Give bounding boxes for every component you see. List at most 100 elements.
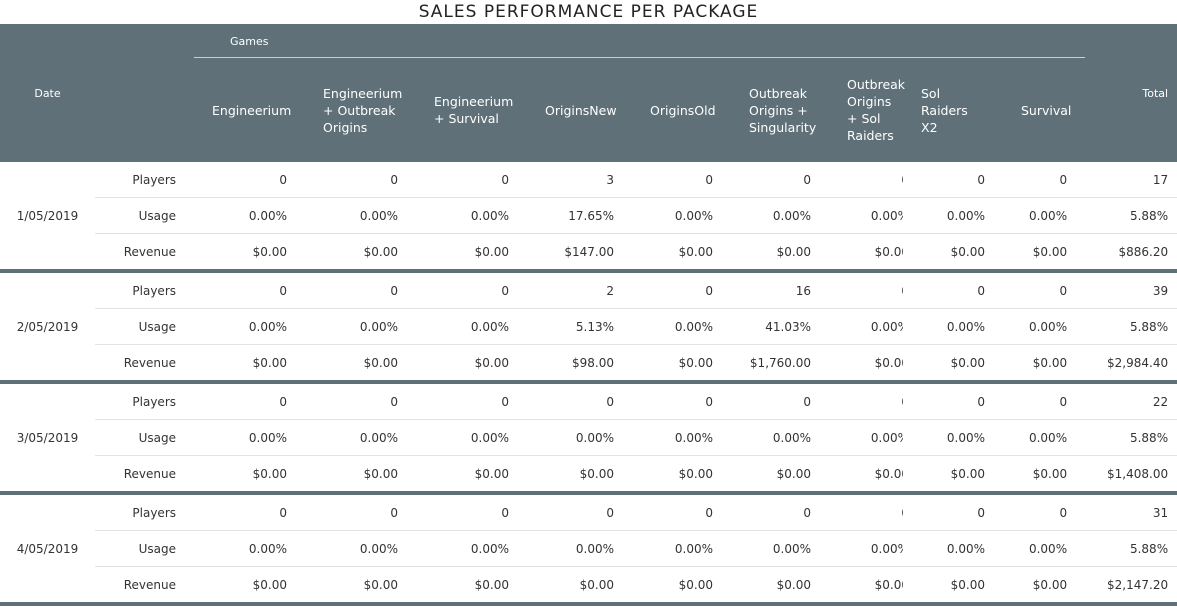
value-text: 0 <box>829 395 903 409</box>
column-header: Outbreak Origins + Sol Raiders <box>829 58 905 162</box>
value-cell: 0.00% <box>903 419 1003 456</box>
value-cell: 0.00% <box>632 197 731 234</box>
value-cell: 5.13% <box>527 308 632 345</box>
metric-header <box>95 24 194 162</box>
date-header: Date <box>0 24 95 162</box>
metric-row: 3/05/2019Players00000000022 <box>0 382 1177 495</box>
value-text: $0.00 <box>874 577 903 592</box>
value-cell: 0 <box>903 493 1003 531</box>
value-cell: 0 <box>305 271 416 309</box>
value-text: 0 <box>829 506 903 520</box>
value-cell: 0 <box>416 162 527 198</box>
value-cell: $0.00 <box>527 455 632 495</box>
value-cell: 0 <box>194 493 305 531</box>
value-cell: $0.00 <box>829 344 903 384</box>
value-text: 0.00% <box>870 430 903 445</box>
value-cell: 0 <box>527 382 632 420</box>
total-cell: 5.88% <box>1085 530 1177 567</box>
value-cell: 0.00% <box>416 308 527 345</box>
date-cell: 4/05/2019 <box>0 493 95 606</box>
value-cell: $0.00 <box>632 344 731 384</box>
total-cell: 5.88% <box>1085 308 1177 345</box>
value-text: 0.00% <box>870 208 903 223</box>
value-cell: 0.00% <box>416 530 527 567</box>
value-cell: $147.00 <box>527 233 632 273</box>
value-cell: 0 <box>305 382 416 420</box>
value-cell: 0 <box>194 382 305 420</box>
total-header: Total <box>1085 24 1177 162</box>
column-header: Outbreak Origins + Singularity <box>731 58 829 162</box>
value-cell: 0 <box>903 271 1003 309</box>
metric-row: Usage0.00%0.00%0.00%0.00%0.00%0.00%0.00%… <box>0 530 1177 567</box>
value-cell: 0 <box>416 271 527 309</box>
value-cell: 0.00% <box>731 419 829 456</box>
value-cell: 0.00% <box>194 308 305 345</box>
metric-label: Players <box>95 162 194 198</box>
value-cell: 0.00% <box>829 197 903 234</box>
total-cell: $1,408.00 <box>1085 455 1177 495</box>
value-cell: $0.00 <box>305 566 416 606</box>
total-cell: 39 <box>1085 271 1177 309</box>
value-cell: 0.00% <box>1003 197 1086 234</box>
metric-label: Usage <box>95 197 194 234</box>
value-text: $0.00 <box>874 355 903 370</box>
value-cell: 0.00% <box>829 419 903 456</box>
value-cell: 0.00% <box>829 308 903 345</box>
metric-row: 1/05/2019Players00030000017 <box>0 162 1177 273</box>
value-cell: 3 <box>527 162 632 198</box>
value-cell: 0.00% <box>194 197 305 234</box>
value-cell: $0.00 <box>903 344 1003 384</box>
value-cell: 0.00% <box>903 308 1003 345</box>
total-cell: $2,147.20 <box>1085 566 1177 606</box>
column-header: OriginsOld <box>632 58 731 162</box>
value-cell: 0 <box>527 493 632 531</box>
metric-row: Revenue $0.00 $0.00 $0.00 $0.00 $0.00 $0.00 $0.… <box>0 566 1177 606</box>
value-cell: 0.00% <box>1003 419 1086 456</box>
value-cell: $0.00 <box>632 455 731 495</box>
value-cell: $0.00 <box>1003 566 1086 606</box>
metric-label: Usage <box>95 419 194 456</box>
value-cell: 16 <box>731 271 829 309</box>
metric-row: Usage 0.00% 0.00% 0.00% 5.13% 0.00% 41.03% 0.00… <box>0 308 1177 345</box>
value-cell: $0.00 <box>305 233 416 273</box>
value-cell: $0.00 <box>1003 455 1086 495</box>
metric-label: Revenue <box>95 455 194 495</box>
metric-row: Revenue $0.00 $0.00 $0.00 $147.00 $0.00 $0.00 $… <box>0 233 1177 273</box>
date-cell: 3/05/2019 <box>0 382 95 495</box>
value-cell: 0 <box>194 271 305 309</box>
total-cell: 5.88% <box>1085 197 1177 234</box>
value-cell: $0.00 <box>903 233 1003 273</box>
value-cell: $0.00 <box>731 455 829 495</box>
total-cell: $2,984.40 <box>1085 344 1177 384</box>
value-cell: $0.00 <box>194 233 305 273</box>
total-cell: 5.88% <box>1085 419 1177 456</box>
value-cell: $0.00 <box>829 566 903 606</box>
value-cell: $0.00 <box>194 344 305 384</box>
value-cell: 0.00% <box>1003 530 1086 567</box>
total-cell: 17 <box>1085 162 1177 198</box>
value-cell: $0.00 <box>1003 233 1086 273</box>
value-cell: 0 <box>1003 382 1086 420</box>
value-cell: 0 <box>829 271 903 309</box>
value-cell: $0.00 <box>829 455 903 495</box>
value-cell: 0 <box>1003 493 1086 531</box>
metric-label: Players <box>95 382 194 420</box>
value-cell: 2 <box>527 271 632 309</box>
value-cell: 0 <box>731 162 829 198</box>
value-cell: 0 <box>416 382 527 420</box>
value-cell: $0.00 <box>903 455 1003 495</box>
column-header: Survival <box>1003 58 1086 162</box>
value-cell: 0 <box>305 493 416 531</box>
column-header: Engineerium + Survival <box>416 58 527 162</box>
value-cell: $0.00 <box>731 233 829 273</box>
value-cell: $0.00 <box>416 344 527 384</box>
value-cell: 0.00% <box>903 197 1003 234</box>
total-cell: $886.20 <box>1085 233 1177 273</box>
value-cell: $0.00 <box>527 566 632 606</box>
value-cell: 41.03% <box>731 308 829 345</box>
date-cell: 1/05/2019 <box>0 162 95 273</box>
value-cell: 0.00% <box>194 530 305 567</box>
value-text: 0 <box>829 173 903 187</box>
value-cell: $98.00 <box>527 344 632 384</box>
value-cell: 0 <box>194 162 305 198</box>
